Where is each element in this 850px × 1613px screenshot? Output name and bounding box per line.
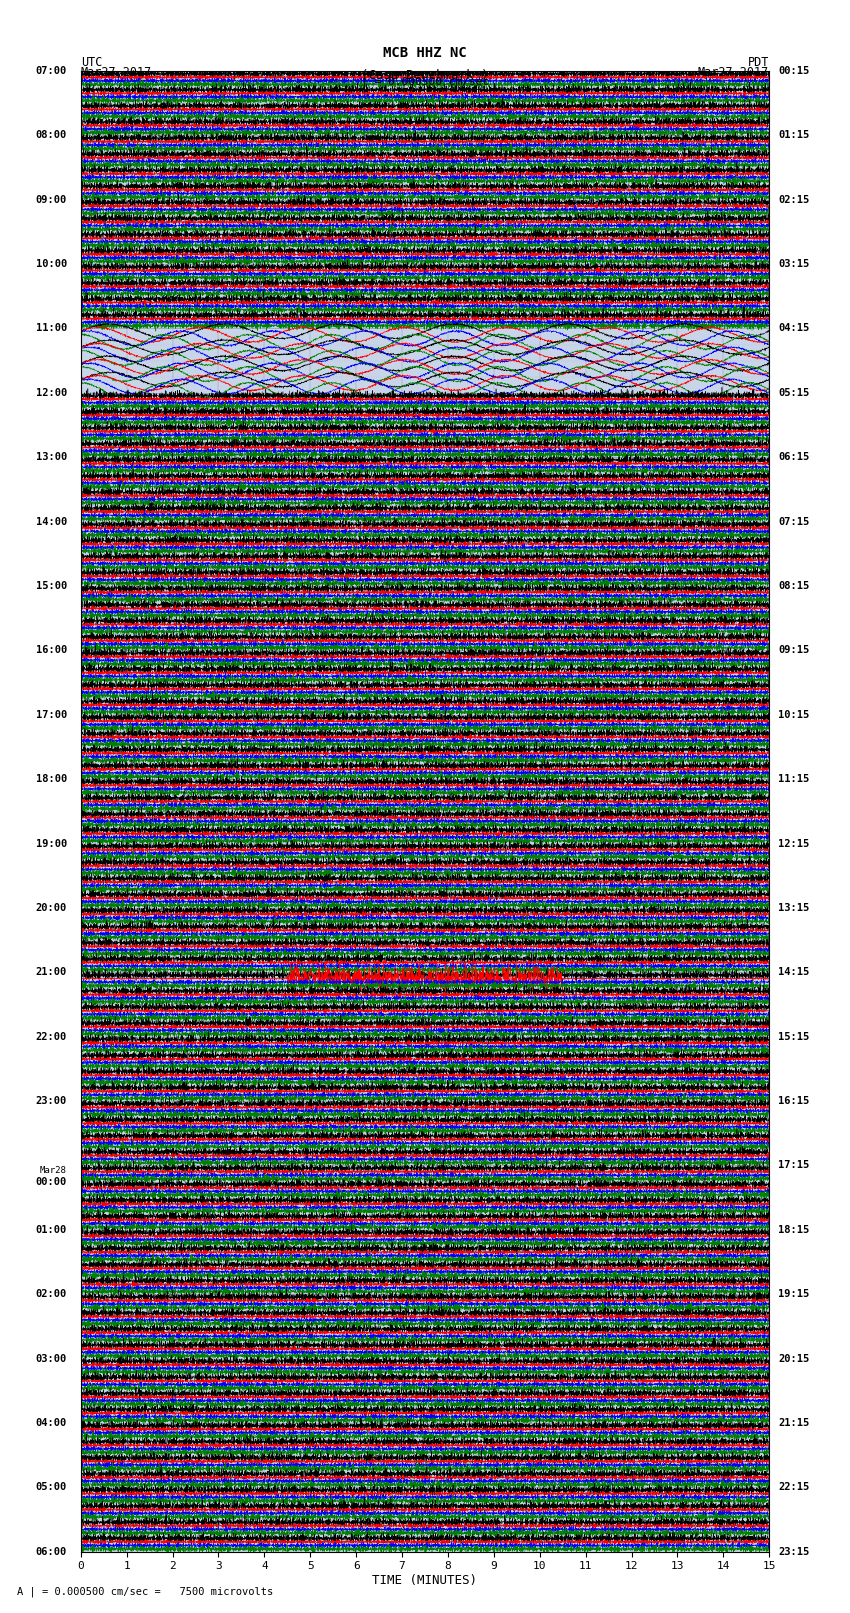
Text: 06:15: 06:15 <box>779 452 810 463</box>
Text: 03:15: 03:15 <box>779 260 810 269</box>
Text: UTC: UTC <box>81 56 102 69</box>
Text: A | = 0.000500 cm/sec =   7500 microvolts: A | = 0.000500 cm/sec = 7500 microvolts <box>17 1586 273 1597</box>
Text: 02:15: 02:15 <box>779 195 810 205</box>
Text: 07:00: 07:00 <box>36 66 67 76</box>
Text: 14:00: 14:00 <box>36 516 67 526</box>
Text: 18:15: 18:15 <box>779 1224 810 1236</box>
Text: 12:00: 12:00 <box>36 387 67 398</box>
Text: 05:15: 05:15 <box>779 387 810 398</box>
Text: Mar27,2017: Mar27,2017 <box>81 66 152 79</box>
Text: PDT: PDT <box>748 56 769 69</box>
Text: 21:15: 21:15 <box>779 1418 810 1428</box>
Text: 11:00: 11:00 <box>36 324 67 334</box>
Text: 01:15: 01:15 <box>779 131 810 140</box>
Text: 11:15: 11:15 <box>779 774 810 784</box>
Text: 00:15: 00:15 <box>779 66 810 76</box>
Text: 02:00: 02:00 <box>36 1289 67 1298</box>
Text: 23:00: 23:00 <box>36 1097 67 1107</box>
Text: 10:00: 10:00 <box>36 260 67 269</box>
Text: 05:00: 05:00 <box>36 1482 67 1492</box>
Text: 08:00: 08:00 <box>36 131 67 140</box>
Text: 07:15: 07:15 <box>779 516 810 526</box>
Text: 19:00: 19:00 <box>36 839 67 848</box>
Text: 15:15: 15:15 <box>779 1032 810 1042</box>
Text: 17:00: 17:00 <box>36 710 67 719</box>
Text: 10:15: 10:15 <box>779 710 810 719</box>
Text: 17:15: 17:15 <box>779 1160 810 1171</box>
Text: 22:00: 22:00 <box>36 1032 67 1042</box>
Text: Mar27,2017: Mar27,2017 <box>698 66 769 79</box>
Text: 21:00: 21:00 <box>36 968 67 977</box>
Text: 20:15: 20:15 <box>779 1353 810 1363</box>
Text: 20:00: 20:00 <box>36 903 67 913</box>
Text: 06:00: 06:00 <box>36 1547 67 1557</box>
Text: 00:00: 00:00 <box>36 1176 67 1187</box>
Text: 22:15: 22:15 <box>779 1482 810 1492</box>
Text: 12:15: 12:15 <box>779 839 810 848</box>
Text: (Casa Benchmark ): (Casa Benchmark ) <box>361 69 489 82</box>
Text: 08:15: 08:15 <box>779 581 810 590</box>
Text: 19:15: 19:15 <box>779 1289 810 1298</box>
Text: Mar28: Mar28 <box>40 1166 67 1176</box>
Text: 14:15: 14:15 <box>779 968 810 977</box>
Text: | = 0.000500 cm/sec: | = 0.000500 cm/sec <box>361 77 489 87</box>
Text: 13:15: 13:15 <box>779 903 810 913</box>
Text: 16:00: 16:00 <box>36 645 67 655</box>
Text: 01:00: 01:00 <box>36 1224 67 1236</box>
Text: 18:00: 18:00 <box>36 774 67 784</box>
Text: 13:00: 13:00 <box>36 452 67 463</box>
Text: 15:00: 15:00 <box>36 581 67 590</box>
X-axis label: TIME (MINUTES): TIME (MINUTES) <box>372 1574 478 1587</box>
Text: 04:00: 04:00 <box>36 1418 67 1428</box>
Text: 23:15: 23:15 <box>779 1547 810 1557</box>
Text: 04:15: 04:15 <box>779 324 810 334</box>
Text: MCB HHZ NC: MCB HHZ NC <box>383 47 467 60</box>
Text: 16:15: 16:15 <box>779 1097 810 1107</box>
Text: 09:00: 09:00 <box>36 195 67 205</box>
Text: 03:00: 03:00 <box>36 1353 67 1363</box>
Text: 09:15: 09:15 <box>779 645 810 655</box>
